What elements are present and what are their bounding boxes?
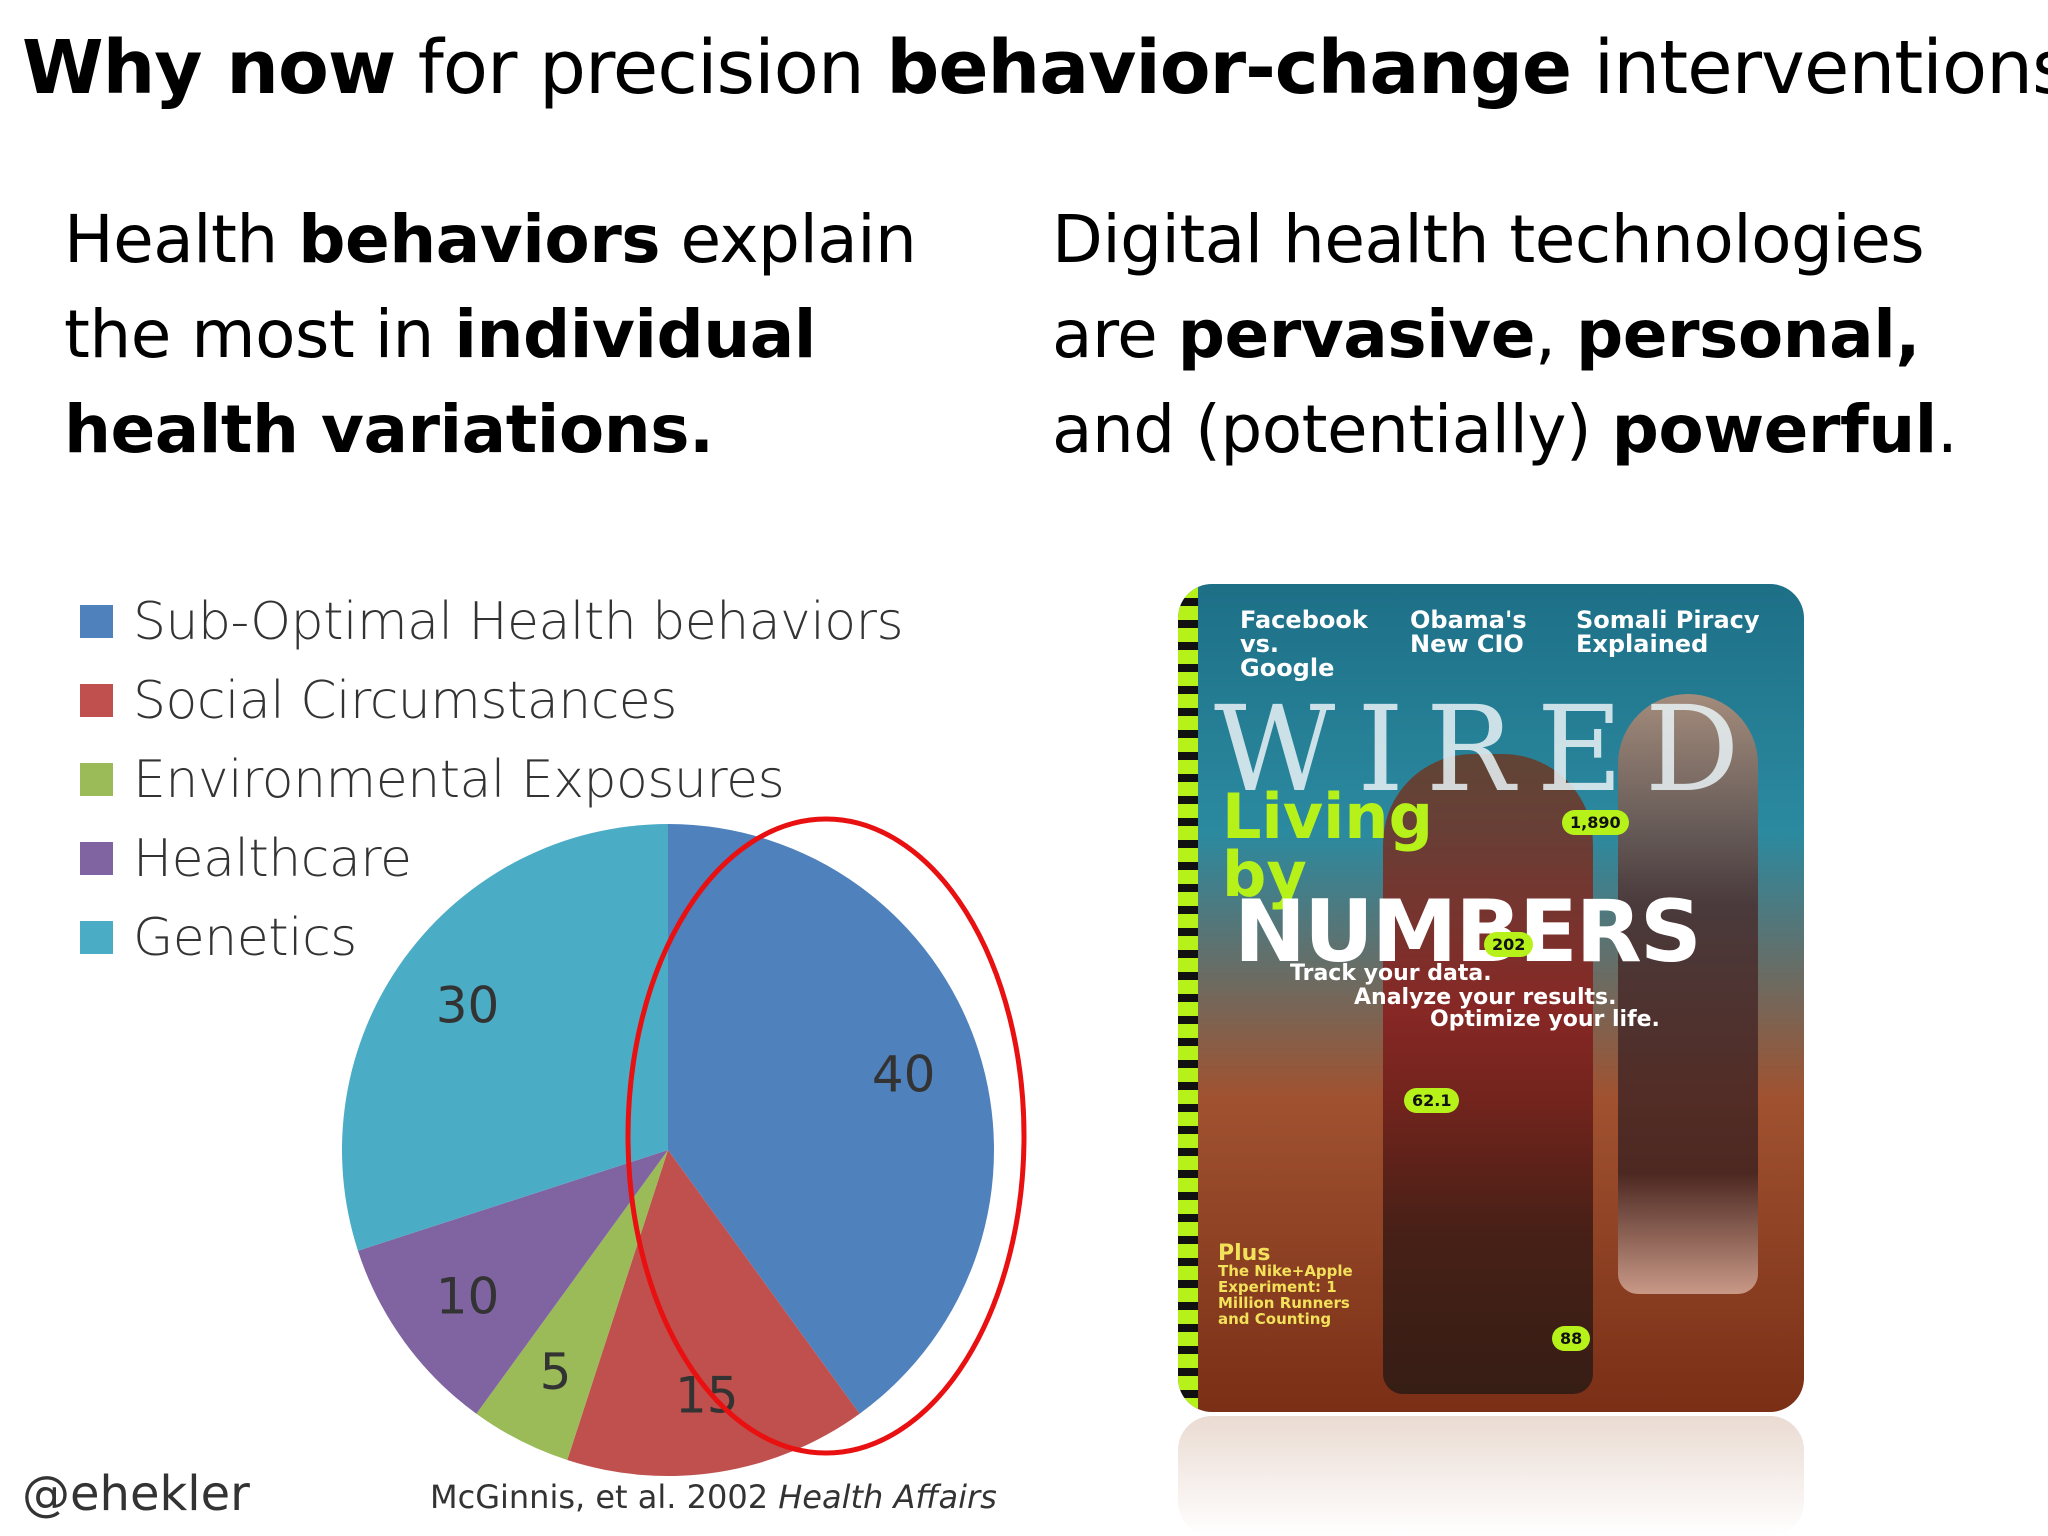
cover-plus-head: Plus [1218,1241,1271,1266]
highlight-ellipse [625,816,1027,1456]
chart-legend: Sub-Optimal Health behaviors Social Circu… [80,582,904,977]
legend-item: Sub-Optimal Health behaviors [80,582,904,661]
pie-slice-sub-optimal-health-behaviors [668,824,994,1414]
cover-spine [1178,584,1198,1412]
cover-plus-body: The Nike+Apple Experiment: 1 Million Run… [1218,1262,1353,1328]
legend-item: Social Circumstances [80,661,903,740]
cover-badge-62: 62.1 [1404,1088,1460,1113]
cover-plus-blurb: Plus The Nike+Apple Experiment: 1 Million… [1218,1243,1368,1328]
left-text-1: Health [64,201,299,278]
title-text-2: interventions? [1593,25,2048,111]
left-text-2: explain the most in [64,201,917,373]
left-emphasis-variations: individual health variations. [64,296,816,468]
right-emphasis-powerful: powerful [1611,391,1938,468]
cover-headline-numbers: NUMBERS [1234,882,1702,982]
pie-value-label: 30 [436,976,500,1034]
cover-teaser-2: Obama's New CIO [1410,606,1527,658]
legend-item: Environmental Exposures [80,740,903,819]
pie-slice-social-circumstances [567,1150,860,1476]
title-text-1: for precision [395,25,887,111]
right-emphasis-pervasive: pervasive [1177,296,1536,373]
cover-subline-1: Track your data. [1290,961,1492,986]
pie-slices [341,824,994,1476]
right-statement: Digital health technologies are pervasiv… [1052,192,2042,477]
cover-subline-3: Optimize your life. [1430,1007,1660,1032]
legend-item: Healthcare [80,819,903,898]
cover-masthead: WIRED [1214,680,1762,818]
pie-value-label: 5 [540,1343,572,1401]
right-text-4: . [1936,391,1958,468]
legend-swatch [80,605,113,638]
legend-label: Healthcare [133,828,412,889]
pie-slice-environmental-exposures [476,1150,668,1461]
cover-reflection [1178,1416,1804,1536]
cover-badge-88: 88 [1552,1326,1591,1351]
legend-swatch [80,921,113,954]
pie-slice-healthcare [357,1150,668,1414]
right-text-2: , [1535,296,1576,373]
legend-label: Genetics [133,907,357,968]
pie-labels: 40 15 5 10 30 [436,976,936,1424]
cover-teaser-3: Somali Piracy Explained [1576,606,1760,658]
cover-badge-202: 202 [1484,932,1534,957]
legend-label: Environmental Exposures [133,749,785,810]
legend-label: Sub-Optimal Health behaviors [133,591,904,652]
legend-item: Genetics [80,898,903,977]
author-handle: @ehekler [22,1466,250,1522]
left-emphasis-behaviors: behaviors [298,201,661,278]
cover-man-figure [1383,754,1593,1394]
title-emphasis-behavior-change: behavior-change [886,25,1572,111]
cover-teaser-1: Facebook vs. Google [1240,606,1368,682]
right-emphasis-personal: personal, [1576,296,1920,373]
pie-value-label: 15 [675,1367,739,1425]
right-text-3: and (potentially) [1052,391,1612,468]
title-emphasis-why-now: Why now [22,25,396,111]
right-text-1: Digital health technologies are [1052,201,1925,373]
slide-title: Why now for precision behavior-change in… [22,18,2048,118]
legend-swatch [80,842,113,875]
legend-swatch [80,684,113,717]
pie-value-label: 10 [436,1268,500,1326]
pie-slice-genetics [341,824,668,1251]
citation: McGinnis, et al. 2002 Health Affairs [430,1478,997,1516]
wired-magazine-cover: Facebook vs. Google Obama's New CIO Soma… [1178,584,1804,1412]
legend-swatch [80,763,113,796]
left-statement: Health behaviors explain the most in ind… [64,192,1004,477]
citation-authors: McGinnis, et al. 2002 [430,1478,779,1516]
legend-label: Social Circumstances [133,670,677,731]
cover-woman-figure [1618,694,1758,1294]
cover-headline-living-by: Living by [1222,780,1433,911]
cover-subline-2: Analyze your results. [1354,985,1617,1010]
citation-journal: Health Affairs [778,1478,997,1516]
cover-badge-1890: 1,890 [1562,810,1629,835]
pie-value-label: 40 [872,1045,936,1103]
